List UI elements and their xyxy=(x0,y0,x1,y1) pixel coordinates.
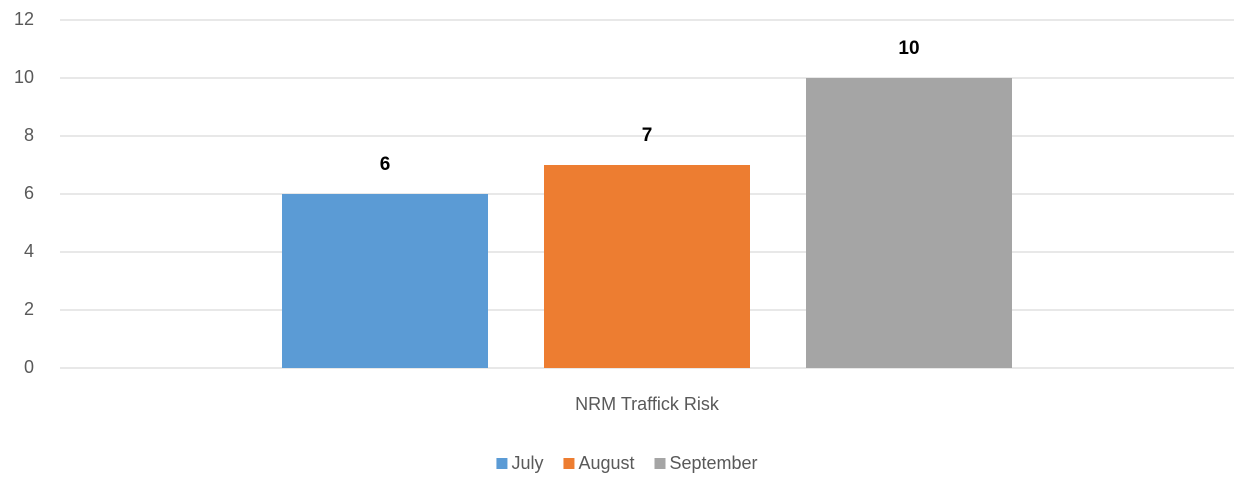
y-tick-label: 2 xyxy=(24,299,34,319)
data-label: 10 xyxy=(898,38,919,59)
legend-label: August xyxy=(578,453,634,473)
y-tick-label: 12 xyxy=(14,9,34,29)
legend-swatch xyxy=(654,458,666,469)
bar xyxy=(282,194,488,368)
data-label: 6 xyxy=(380,154,391,175)
legend-label: July xyxy=(511,453,543,473)
legend-swatch xyxy=(496,458,508,469)
y-tick-label: 4 xyxy=(24,241,34,261)
y-tick-label: 8 xyxy=(24,125,34,145)
y-tick-label: 10 xyxy=(14,67,34,87)
y-tick-label: 0 xyxy=(24,357,34,377)
bar xyxy=(806,78,1012,368)
bar xyxy=(544,165,750,368)
x-tick-label: NRM Traffick Risk xyxy=(575,394,720,414)
data-label: 7 xyxy=(642,125,653,146)
legend-swatch xyxy=(563,458,575,469)
y-tick-label: 6 xyxy=(24,183,34,203)
legend-label: September xyxy=(670,453,758,473)
